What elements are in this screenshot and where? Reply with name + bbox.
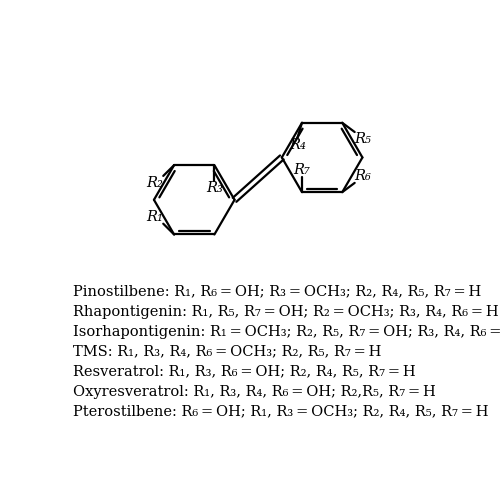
Text: Rhapontigenin: R₁, R₅, R₇ = OH; R₂ = OCH₃; R₃, R₄, R₆ = H: Rhapontigenin: R₁, R₅, R₇ = OH; R₂ = OCH…: [74, 304, 499, 318]
Text: TMS: R₁, R₃, R₄, R₆ = OCH₃; R₂, R₅, R₇ = H: TMS: R₁, R₃, R₄, R₆ = OCH₃; R₂, R₅, R₇ =…: [74, 345, 382, 358]
Text: R₂: R₂: [146, 176, 163, 190]
Text: R₇: R₇: [294, 163, 310, 177]
Text: R₁: R₁: [146, 210, 163, 224]
Text: R₄: R₄: [289, 138, 306, 152]
Text: Isorhapontigenin: R₁ = OCH₃; R₂, R₅, R₇ = OH; R₃, R₄, R₆ = H: Isorhapontigenin: R₁ = OCH₃; R₂, R₅, R₇ …: [74, 325, 500, 338]
Text: Oxyresveratrol: R₁, R₃, R₄, R₆ = OH; R₂,R₅, R₇ = H: Oxyresveratrol: R₁, R₃, R₄, R₆ = OH; R₂,…: [74, 385, 436, 399]
Text: R₆: R₆: [354, 169, 372, 183]
Text: Pinostilbene: R₁, R₆ = OH; R₃ = OCH₃; R₂, R₄, R₅, R₇ = H: Pinostilbene: R₁, R₆ = OH; R₃ = OCH₃; R₂…: [74, 284, 482, 298]
Text: R₃: R₃: [206, 181, 223, 195]
Text: Resveratrol: R₁, R₃, R₆ = OH; R₂, R₄, R₅, R₇ = H: Resveratrol: R₁, R₃, R₆ = OH; R₂, R₄, R₅…: [74, 365, 416, 379]
Text: Pterostilbene: R₆ = OH; R₁, R₃ = OCH₃; R₂, R₄, R₅, R₇ = H: Pterostilbene: R₆ = OH; R₁, R₃ = OCH₃; R…: [74, 405, 489, 419]
Text: R₅: R₅: [354, 132, 372, 146]
